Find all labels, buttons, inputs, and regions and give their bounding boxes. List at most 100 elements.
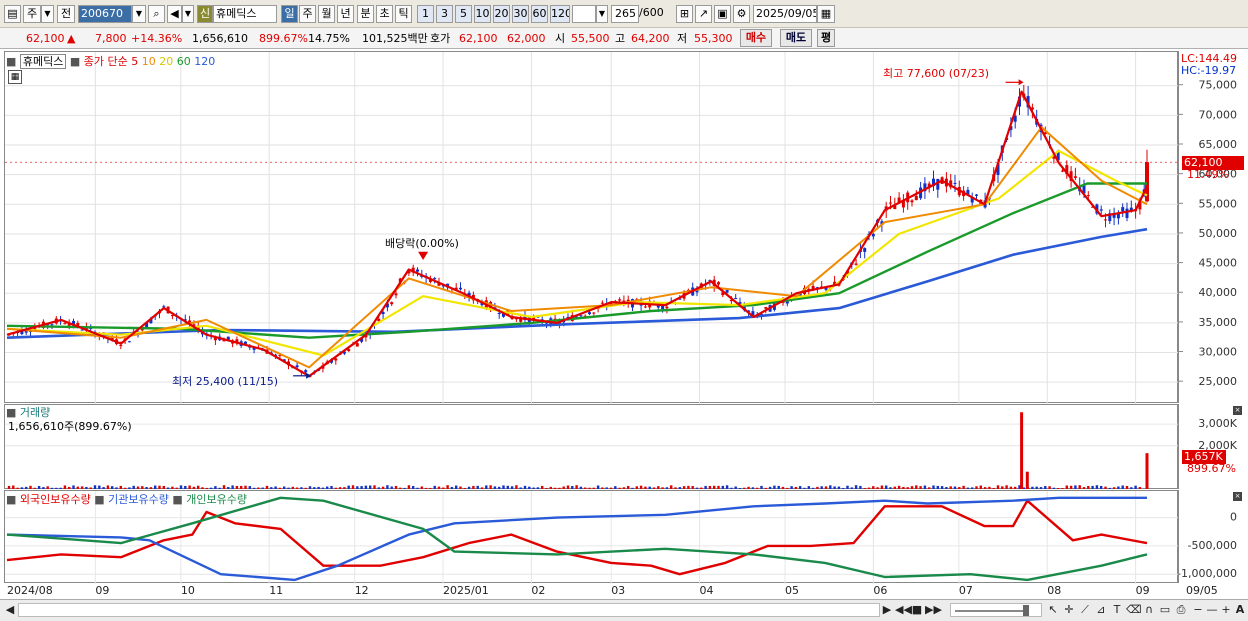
eval-button[interactable]: 평: [817, 29, 835, 47]
dash-icon[interactable]: —: [1206, 603, 1218, 616]
legend-stock-name[interactable]: 휴메딕스: [19, 54, 67, 69]
chart-scrollbar[interactable]: ◀ ▶ ◀◀ ■ ▶▶ ↖ ✛ ⟋ ⊿ T ⌫ ∩ ▭ ⎙ − — + A: [0, 599, 1248, 621]
volume-bar: [1022, 487, 1025, 489]
candle-settings-icon[interactable]: ⊞: [676, 5, 693, 23]
text-tool-icon[interactable]: T: [1113, 603, 1121, 616]
volume-bar: [1082, 487, 1086, 489]
scroll-track[interactable]: [18, 603, 880, 617]
chevron-down-icon[interactable]: ▼: [41, 5, 54, 23]
gear-icon[interactable]: ⚙: [733, 5, 750, 23]
stock-name-field[interactable]: 휴메딕스: [213, 5, 277, 23]
code-dropdown-icon[interactable]: ▼: [132, 5, 146, 23]
interval-20-button[interactable]: 20: [493, 5, 510, 23]
sell-button[interactable]: 매도: [780, 29, 812, 47]
interval-3-button[interactable]: 3: [436, 5, 453, 23]
print-icon[interactable]: ⎙: [1176, 603, 1186, 616]
scroll-left-icon[interactable]: ◀: [5, 603, 15, 616]
period-minute-tab[interactable]: 분: [357, 5, 374, 23]
stock-code-input[interactable]: 200670: [78, 5, 132, 23]
candle-body: [50, 324, 54, 326]
candle-body: [459, 287, 462, 290]
speaker-icon[interactable]: ◀: [167, 5, 182, 23]
holdings-panel[interactable]: [4, 490, 1179, 584]
first-page-icon[interactable]: ◀◀: [895, 603, 912, 616]
scroll-right-icon[interactable]: ▶: [882, 603, 892, 616]
volume-panel[interactable]: [4, 404, 1179, 489]
minus-icon[interactable]: −: [1193, 603, 1203, 616]
plus-icon[interactable]: +: [1221, 603, 1231, 616]
period-tick-tab[interactable]: 틱: [395, 5, 412, 23]
buy-button[interactable]: 매수: [740, 29, 772, 47]
interval-1-button[interactable]: 1: [417, 5, 434, 23]
volume-bar: [407, 485, 411, 489]
volume-bar: [799, 486, 802, 489]
volume-bar: [919, 486, 922, 489]
prev-button[interactable]: 전: [57, 5, 75, 23]
volume-bar: [1100, 485, 1103, 489]
holdings-line-0: [6, 499, 1148, 576]
close-icon[interactable]: ×: [1233, 406, 1242, 415]
interval-120-button[interactable]: 120: [550, 5, 570, 23]
period-year-tab[interactable]: 년: [337, 5, 354, 23]
market-select[interactable]: 주: [23, 5, 41, 23]
last-volume-tag: 1,657K: [1182, 450, 1226, 464]
volume-bar: [351, 485, 355, 489]
volume-bar: [390, 486, 393, 489]
current-price: 62,100: [26, 32, 65, 45]
volume-bar: [244, 485, 247, 489]
search-icon[interactable]: ⌕: [148, 5, 165, 23]
stop-icon[interactable]: ■: [911, 603, 923, 616]
candle-body: [923, 183, 927, 192]
volume-bar: [463, 487, 466, 489]
candle-body: [252, 347, 256, 350]
price-panel[interactable]: [4, 51, 1179, 404]
interval-60-button[interactable]: 60: [531, 5, 548, 23]
rectangle-icon[interactable]: ▭: [1159, 603, 1171, 616]
trendline-icon[interactable]: ⟋: [1081, 603, 1089, 616]
volume-bar: [541, 485, 544, 489]
fibonacci-icon[interactable]: ⊿: [1096, 603, 1106, 616]
volume-bar: [252, 487, 256, 489]
period-week-tab[interactable]: 주: [299, 5, 316, 23]
calendar-icon[interactable]: ▦: [817, 5, 835, 23]
speaker-dropdown-icon[interactable]: ▼: [182, 5, 194, 23]
volume-bar: [166, 487, 170, 489]
grid-toggle-icon[interactable]: ▦: [8, 70, 22, 84]
volume-bar: [326, 486, 329, 489]
volume-bar: [678, 487, 681, 489]
date-input[interactable]: 2025/09/05: [753, 5, 817, 23]
auto-scale-icon[interactable]: A: [1235, 603, 1245, 616]
period-day-tab[interactable]: 일: [281, 5, 298, 23]
interval-5-button[interactable]: 5: [455, 5, 472, 23]
cursor-icon[interactable]: ↖: [1048, 603, 1058, 616]
interval-custom-input[interactable]: [572, 5, 596, 23]
interval-dropdown-icon[interactable]: ▼: [596, 5, 608, 23]
zoom-slider[interactable]: [950, 603, 1042, 617]
x-tick-label: 04: [699, 584, 714, 597]
period-second-tab[interactable]: 초: [376, 5, 393, 23]
eraser-icon[interactable]: ⌫: [1126, 603, 1142, 616]
interval-30-button[interactable]: 30: [512, 5, 529, 23]
volume-bar: [429, 487, 432, 489]
volume-bar: [502, 485, 505, 489]
volume-bar: [575, 485, 578, 489]
last-page-icon[interactable]: ▶▶: [925, 603, 942, 616]
period-month-tab[interactable]: 월: [318, 5, 335, 23]
close-icon[interactable]: ×: [1233, 492, 1242, 501]
volume-bar: [1108, 487, 1111, 489]
count-input[interactable]: 265: [611, 5, 639, 23]
candle-body: [72, 320, 75, 326]
last-price-tag: 62,100: [1182, 156, 1244, 170]
volume-bar: [553, 487, 557, 489]
draw-tool-icon[interactable]: ↗: [695, 5, 712, 23]
legend-individual: 개인보유수량: [186, 493, 248, 506]
window-menu-icon[interactable]: ▤: [4, 5, 21, 23]
save-icon[interactable]: ▣: [714, 5, 731, 23]
volume-bar: [953, 486, 957, 489]
magnet-icon[interactable]: ∩: [1144, 603, 1154, 616]
crosshair-icon[interactable]: ✛: [1064, 603, 1074, 616]
volume-bar: [910, 486, 914, 489]
interval-10-button[interactable]: 10: [474, 5, 491, 23]
quote-bar: [0, 28, 1248, 49]
holdings-tick-label: -500,000: [1188, 539, 1237, 552]
